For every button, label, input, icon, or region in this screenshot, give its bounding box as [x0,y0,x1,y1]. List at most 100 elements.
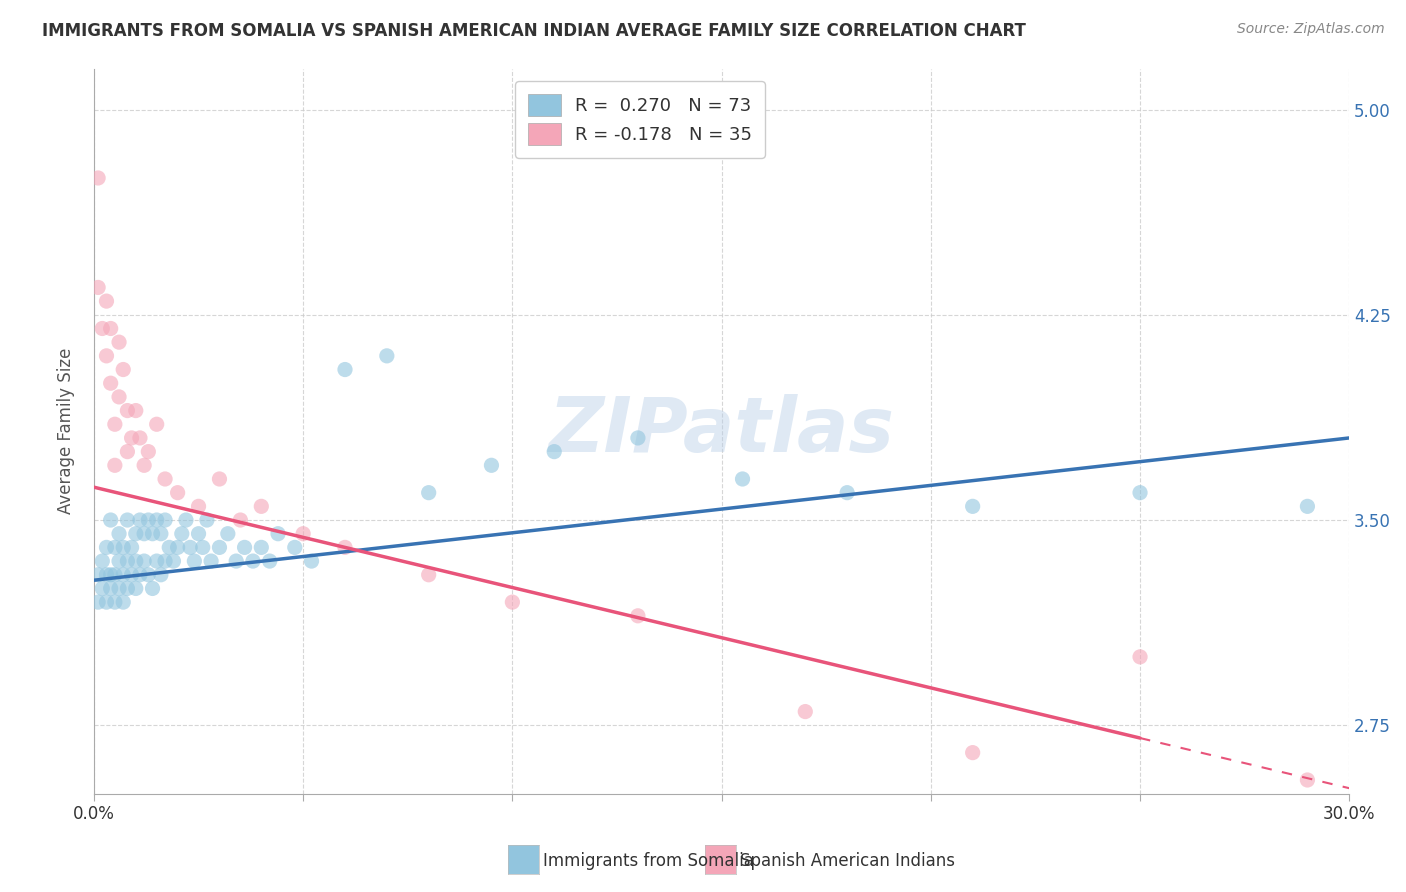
Point [1129,485,1152,500]
Point [134,458,156,473]
Point [108,390,131,404]
Point [125,582,148,596]
Point [217,526,239,541]
Point [96,294,118,309]
Point [153,554,176,568]
Point [233,541,256,555]
Point [145,554,167,568]
Point [91,582,114,596]
Point [117,444,139,458]
Legend: R =  0.270   N = 73, R = -0.178   N = 35: R = 0.270 N = 73, R = -0.178 N = 35 [516,81,765,158]
Point [121,541,143,555]
Point [543,444,565,458]
Point [225,554,247,568]
Point [117,582,139,596]
Point [91,321,114,335]
Point [100,567,122,582]
Point [166,485,188,500]
Point [129,567,152,582]
Point [104,417,127,432]
Point [145,513,167,527]
Point [145,417,167,432]
Point [108,526,131,541]
Point [108,554,131,568]
Point [129,513,152,527]
Point [1296,500,1319,514]
Point [333,541,356,555]
Point [100,513,122,527]
Point [100,376,122,391]
Point [375,349,398,363]
Point [187,500,209,514]
Point [104,458,127,473]
Point [96,349,118,363]
Point [117,554,139,568]
Text: IMMIGRANTS FROM SOMALIA VS SPANISH AMERICAN INDIAN AVERAGE FAMILY SIZE CORRELATI: IMMIGRANTS FROM SOMALIA VS SPANISH AMERI… [42,22,1026,40]
Point [250,541,273,555]
Point [157,541,180,555]
Point [301,554,323,568]
Point [112,541,135,555]
Point [149,567,172,582]
Point [96,595,118,609]
Point [481,458,503,473]
Point [229,513,252,527]
Point [292,526,315,541]
Point [104,595,127,609]
Point [108,582,131,596]
Point [333,362,356,376]
Point [117,403,139,417]
Point [134,554,156,568]
Point [195,513,218,527]
Point [134,526,156,541]
Point [200,554,222,568]
Point [208,541,231,555]
Point [731,472,754,486]
Point [141,526,163,541]
Point [112,595,135,609]
Point [117,513,139,527]
Point [250,500,273,514]
Point [104,567,127,582]
Point [136,567,159,582]
Point [112,362,135,376]
Point [162,554,184,568]
Text: Immigrants from Somalia: Immigrants from Somalia [543,852,754,870]
Point [183,554,205,568]
Point [100,321,122,335]
Point [87,280,110,294]
Point [108,335,131,350]
Y-axis label: Average Family Size: Average Family Size [58,348,75,515]
Point [125,403,148,417]
Point [187,526,209,541]
Point [121,431,143,445]
Point [170,526,193,541]
Point [91,554,114,568]
Point [1296,772,1319,787]
Point [418,485,440,500]
Point [501,595,523,609]
Point [87,567,110,582]
Point [141,582,163,596]
Point [153,513,176,527]
Point [166,541,188,555]
Point [962,746,984,760]
Point [242,554,264,568]
Point [191,541,214,555]
Point [149,526,172,541]
Text: ZIPatlas: ZIPatlas [548,394,894,468]
Point [284,541,307,555]
Point [125,526,148,541]
Point [136,444,159,458]
Point [104,541,127,555]
Point [87,171,110,186]
Text: Spanish American Indians: Spanish American Indians [740,852,955,870]
Point [837,485,859,500]
Point [174,513,197,527]
Text: Source: ZipAtlas.com: Source: ZipAtlas.com [1237,22,1385,37]
Point [208,472,231,486]
Point [179,541,201,555]
Point [121,567,143,582]
Point [136,513,159,527]
Point [125,554,148,568]
